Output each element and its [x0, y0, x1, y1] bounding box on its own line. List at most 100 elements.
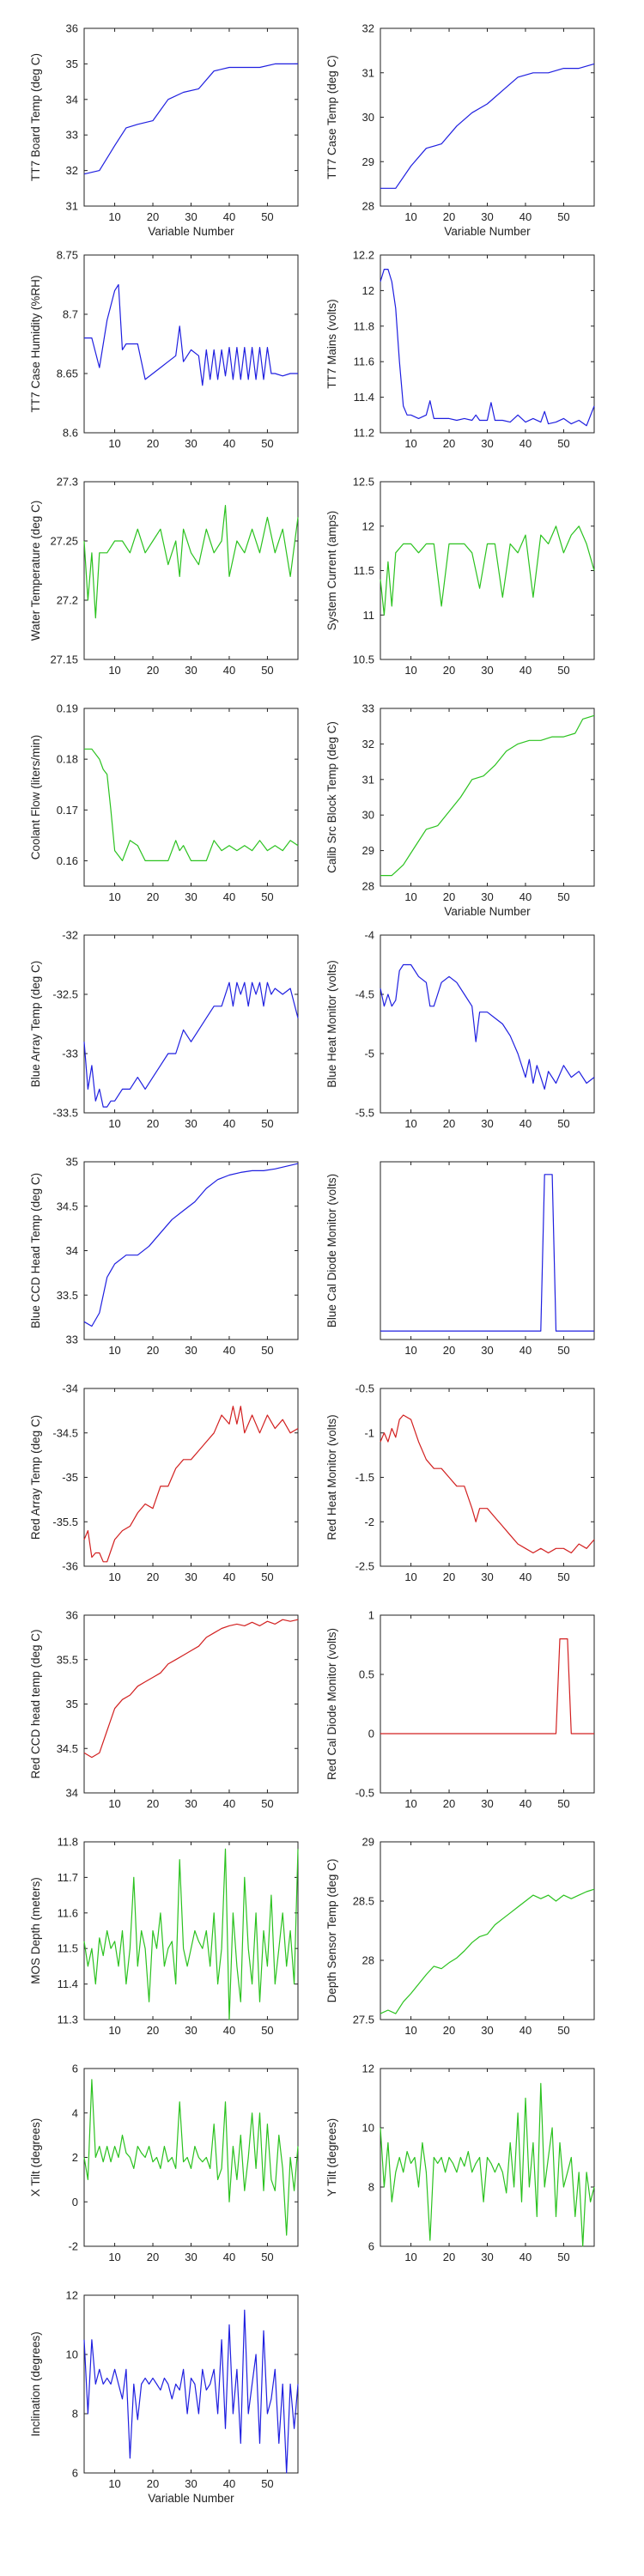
chart-6-ylabel: System Current (amps): [325, 511, 338, 631]
chart-18-xtick-label: 50: [557, 2024, 569, 2037]
chart-14-xtick-label: 20: [443, 1571, 455, 1583]
chart-4-xtick-label: 50: [557, 437, 569, 450]
chart-6-ytick-label: 11: [363, 609, 375, 622]
chart-8-xtick-label: 20: [443, 890, 455, 903]
chart-11-xtick-label: 10: [108, 1344, 120, 1357]
chart-14-ytick-label: -2.5: [355, 1560, 374, 1573]
chart-8-xtick-label: 50: [557, 890, 569, 903]
chart-1-xtick-label: 50: [261, 210, 273, 223]
chart-17-xtick-label: 50: [261, 2024, 273, 2037]
chart-11-ytick-label: 34: [66, 1244, 78, 1257]
chart-6-series-line: [380, 526, 595, 616]
chart-9-xtick-label: 30: [185, 1117, 197, 1130]
chart-16-ytick-label: 0: [368, 1728, 374, 1741]
chart-13-xtick-label: 40: [223, 1571, 235, 1583]
chart-6-ytick-label: 10.5: [353, 653, 374, 666]
chart-18-frame: [380, 1841, 595, 2020]
chart-5: 10 20 30 40 50 27.15 27.2 27.25 27.3 Water Temper…: [29, 476, 299, 677]
chart-7-xtick-label: 30: [185, 890, 197, 903]
chart-11: 10 20 30 40 50 33 33.5 34 34.5 35 Blue CCD Head Te…: [29, 1156, 299, 1357]
chart-1-frame: [83, 27, 299, 207]
chart-13-ylabel: Red Array Temp (deg C): [29, 1415, 42, 1540]
chart-8-ytick-label: 28: [362, 880, 374, 893]
chart-13-ytick-label: -34: [62, 1382, 78, 1395]
chart-16-xtick-label: 40: [519, 1797, 532, 1810]
chart-11-xtick-label: 50: [261, 1344, 273, 1357]
chart-7-xtick-label: 10: [108, 890, 120, 903]
chart-10-ytick-label: -4.5: [355, 988, 374, 1001]
chart-3-xtick-label: 10: [108, 437, 120, 450]
chart-14-xtick-label: 30: [481, 1571, 493, 1583]
chart-3-series-line: [84, 283, 298, 386]
chart-5-ytick-label: 27.25: [50, 535, 78, 548]
chart-8-ytick-label: 31: [362, 773, 374, 786]
chart-1-xtick-label: 20: [147, 210, 159, 223]
chart-4-ytick-label: 11.4: [354, 391, 374, 404]
chart-3-ytick-label: 8.7: [63, 308, 78, 321]
chart-18-series-line: [380, 1888, 595, 2014]
chart-12-xtick-label: 30: [481, 1344, 493, 1357]
chart-21-ytick-label: 10: [66, 2348, 78, 2361]
chart-6-xtick-label: 20: [443, 664, 455, 677]
chart-19-ytick-label: 6: [72, 2063, 78, 2075]
chart-12-series-line: [380, 1174, 594, 1332]
chart-10-xtick-label: 20: [443, 1117, 455, 1130]
chart-7-ylabel: Coolant Flow (liters/min): [29, 735, 42, 860]
chart-20-ytick-label: 12: [362, 2063, 374, 2075]
chart-10-frame: [380, 934, 595, 1114]
chart-3-ytick-label: 8.75: [57, 249, 78, 262]
chart-20-xtick-label: 30: [481, 2251, 493, 2263]
chart-14-xtick-label: 50: [557, 1571, 569, 1583]
chart-11-frame: [83, 1161, 299, 1340]
chart-4-ytick-label: 11.8: [354, 319, 374, 332]
chart-18-xtick-label: 40: [519, 2024, 532, 2037]
chart-10-xtick-label: 30: [481, 1117, 493, 1130]
chart-11-ylabel: Blue CCD Head Temp (deg C): [29, 1173, 42, 1328]
chart-7-xtick-label: 20: [147, 890, 159, 903]
chart-17-ytick-label: 11.4: [58, 1978, 78, 1990]
chart-10-ylabel: Blue Heat Monitor (volts): [325, 960, 338, 1088]
chart-8-xtick-label: 30: [481, 890, 493, 903]
chart-12-xtick-label: 40: [519, 1344, 532, 1357]
chart-1-xlabel: Variable Number: [148, 225, 234, 238]
chart-21-ytick-label: 8: [72, 2408, 78, 2421]
chart-1-series-line: [83, 63, 298, 175]
chart-16-ylabel: Red Cal Diode Monitor (volts): [325, 1628, 338, 1780]
chart-21-series-line: [83, 2309, 299, 2474]
chart-20-series-line: [380, 2082, 595, 2247]
chart-3-xtick-label: 30: [185, 437, 197, 450]
chart-3-xtick-label: 40: [223, 437, 235, 450]
chart-14-ytick-label: -0.5: [355, 1382, 374, 1395]
chart-21-xtick-label: 20: [147, 2477, 159, 2490]
chart-16-ytick-label: 1: [368, 1609, 374, 1622]
chart-13-xtick-label: 50: [261, 1571, 273, 1583]
chart-7: 10 20 30 40 50 0.16 0.17 0.18 0.19 Coolant Flow (…: [29, 702, 299, 903]
chart-10-series-line: [380, 963, 595, 1091]
chart-17-xtick-label: 10: [108, 2024, 120, 2037]
chart-1-xtick-label: 10: [108, 210, 120, 223]
chart-20-ytick-label: 8: [368, 2181, 374, 2194]
chart-9-xtick-label: 50: [261, 1117, 273, 1130]
chart-1-xtick-label: 30: [185, 210, 197, 223]
chart-7-xtick-label: 40: [223, 890, 235, 903]
chart-6-xtick-label: 40: [519, 664, 532, 677]
chart-4-xtick-label: 30: [481, 437, 493, 450]
chart-5-frame: [83, 481, 299, 660]
chart-8-xlabel: Variable Number: [444, 905, 531, 918]
chart-20-xtick-label: 40: [519, 2251, 532, 2263]
chart-18-xtick-label: 30: [481, 2024, 493, 2037]
chart-5-xtick-label: 30: [185, 664, 197, 677]
chart-21: 10 20 30 40 50 6 8 10 12 Variable Number Inclinati…: [29, 2289, 299, 2505]
chart-4-ytick-label: 11.2: [354, 427, 374, 440]
chart-7-xtick-label: 50: [261, 890, 273, 903]
chart-17-xtick-label: 20: [147, 2024, 159, 2037]
chart-16-xtick-label: 20: [443, 1797, 455, 1810]
chart-15-ylabel: Red CCD head temp (deg C): [29, 1629, 42, 1778]
chart-7-ytick-label: 0.16: [57, 854, 78, 867]
chart-14-ytick-label: -1.5: [355, 1471, 374, 1484]
chart-17-ytick-label: 11.8: [58, 1836, 78, 1849]
chart-4-xtick-label: 10: [404, 437, 416, 450]
chart-21-ytick-label: 6: [72, 2467, 78, 2480]
chart-2-ytick-label: 29: [362, 155, 374, 168]
chart-1-ytick-label: 31: [66, 200, 78, 213]
